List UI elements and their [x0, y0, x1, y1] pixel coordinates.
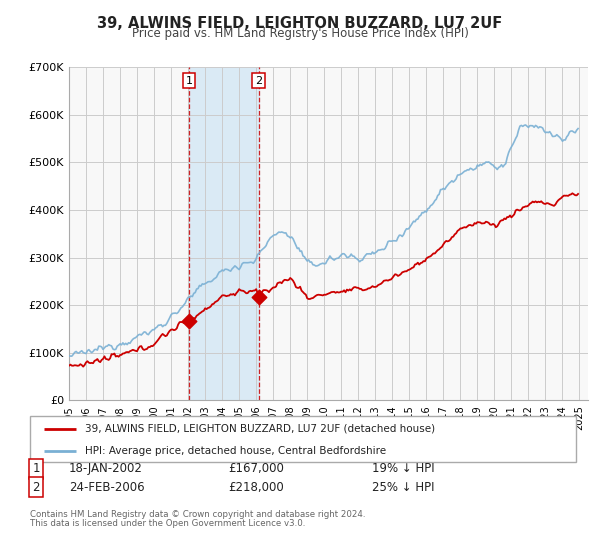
- Text: £167,000: £167,000: [228, 462, 284, 475]
- Text: 18-JAN-2002: 18-JAN-2002: [69, 462, 143, 475]
- Text: 2: 2: [32, 480, 40, 494]
- Text: 25% ↓ HPI: 25% ↓ HPI: [372, 480, 434, 494]
- Text: This data is licensed under the Open Government Licence v3.0.: This data is licensed under the Open Gov…: [30, 519, 305, 528]
- Point: [184, 316, 194, 325]
- Point: [254, 292, 263, 301]
- Text: 1: 1: [185, 76, 193, 86]
- Text: 39, ALWINS FIELD, LEIGHTON BUZZARD, LU7 2UF (detached house): 39, ALWINS FIELD, LEIGHTON BUZZARD, LU7 …: [85, 424, 435, 434]
- Text: 24-FEB-2006: 24-FEB-2006: [69, 480, 145, 494]
- FancyBboxPatch shape: [30, 416, 576, 462]
- Text: 1: 1: [32, 462, 40, 475]
- Text: Price paid vs. HM Land Registry's House Price Index (HPI): Price paid vs. HM Land Registry's House …: [131, 27, 469, 40]
- Text: 39, ALWINS FIELD, LEIGHTON BUZZARD, LU7 2UF: 39, ALWINS FIELD, LEIGHTON BUZZARD, LU7 …: [97, 16, 503, 31]
- Text: £218,000: £218,000: [228, 480, 284, 494]
- Text: Contains HM Land Registry data © Crown copyright and database right 2024.: Contains HM Land Registry data © Crown c…: [30, 510, 365, 519]
- Text: 19% ↓ HPI: 19% ↓ HPI: [372, 462, 434, 475]
- Bar: [189, 67, 259, 400]
- Text: HPI: Average price, detached house, Central Bedfordshire: HPI: Average price, detached house, Cent…: [85, 446, 386, 455]
- Text: 2: 2: [255, 76, 262, 86]
